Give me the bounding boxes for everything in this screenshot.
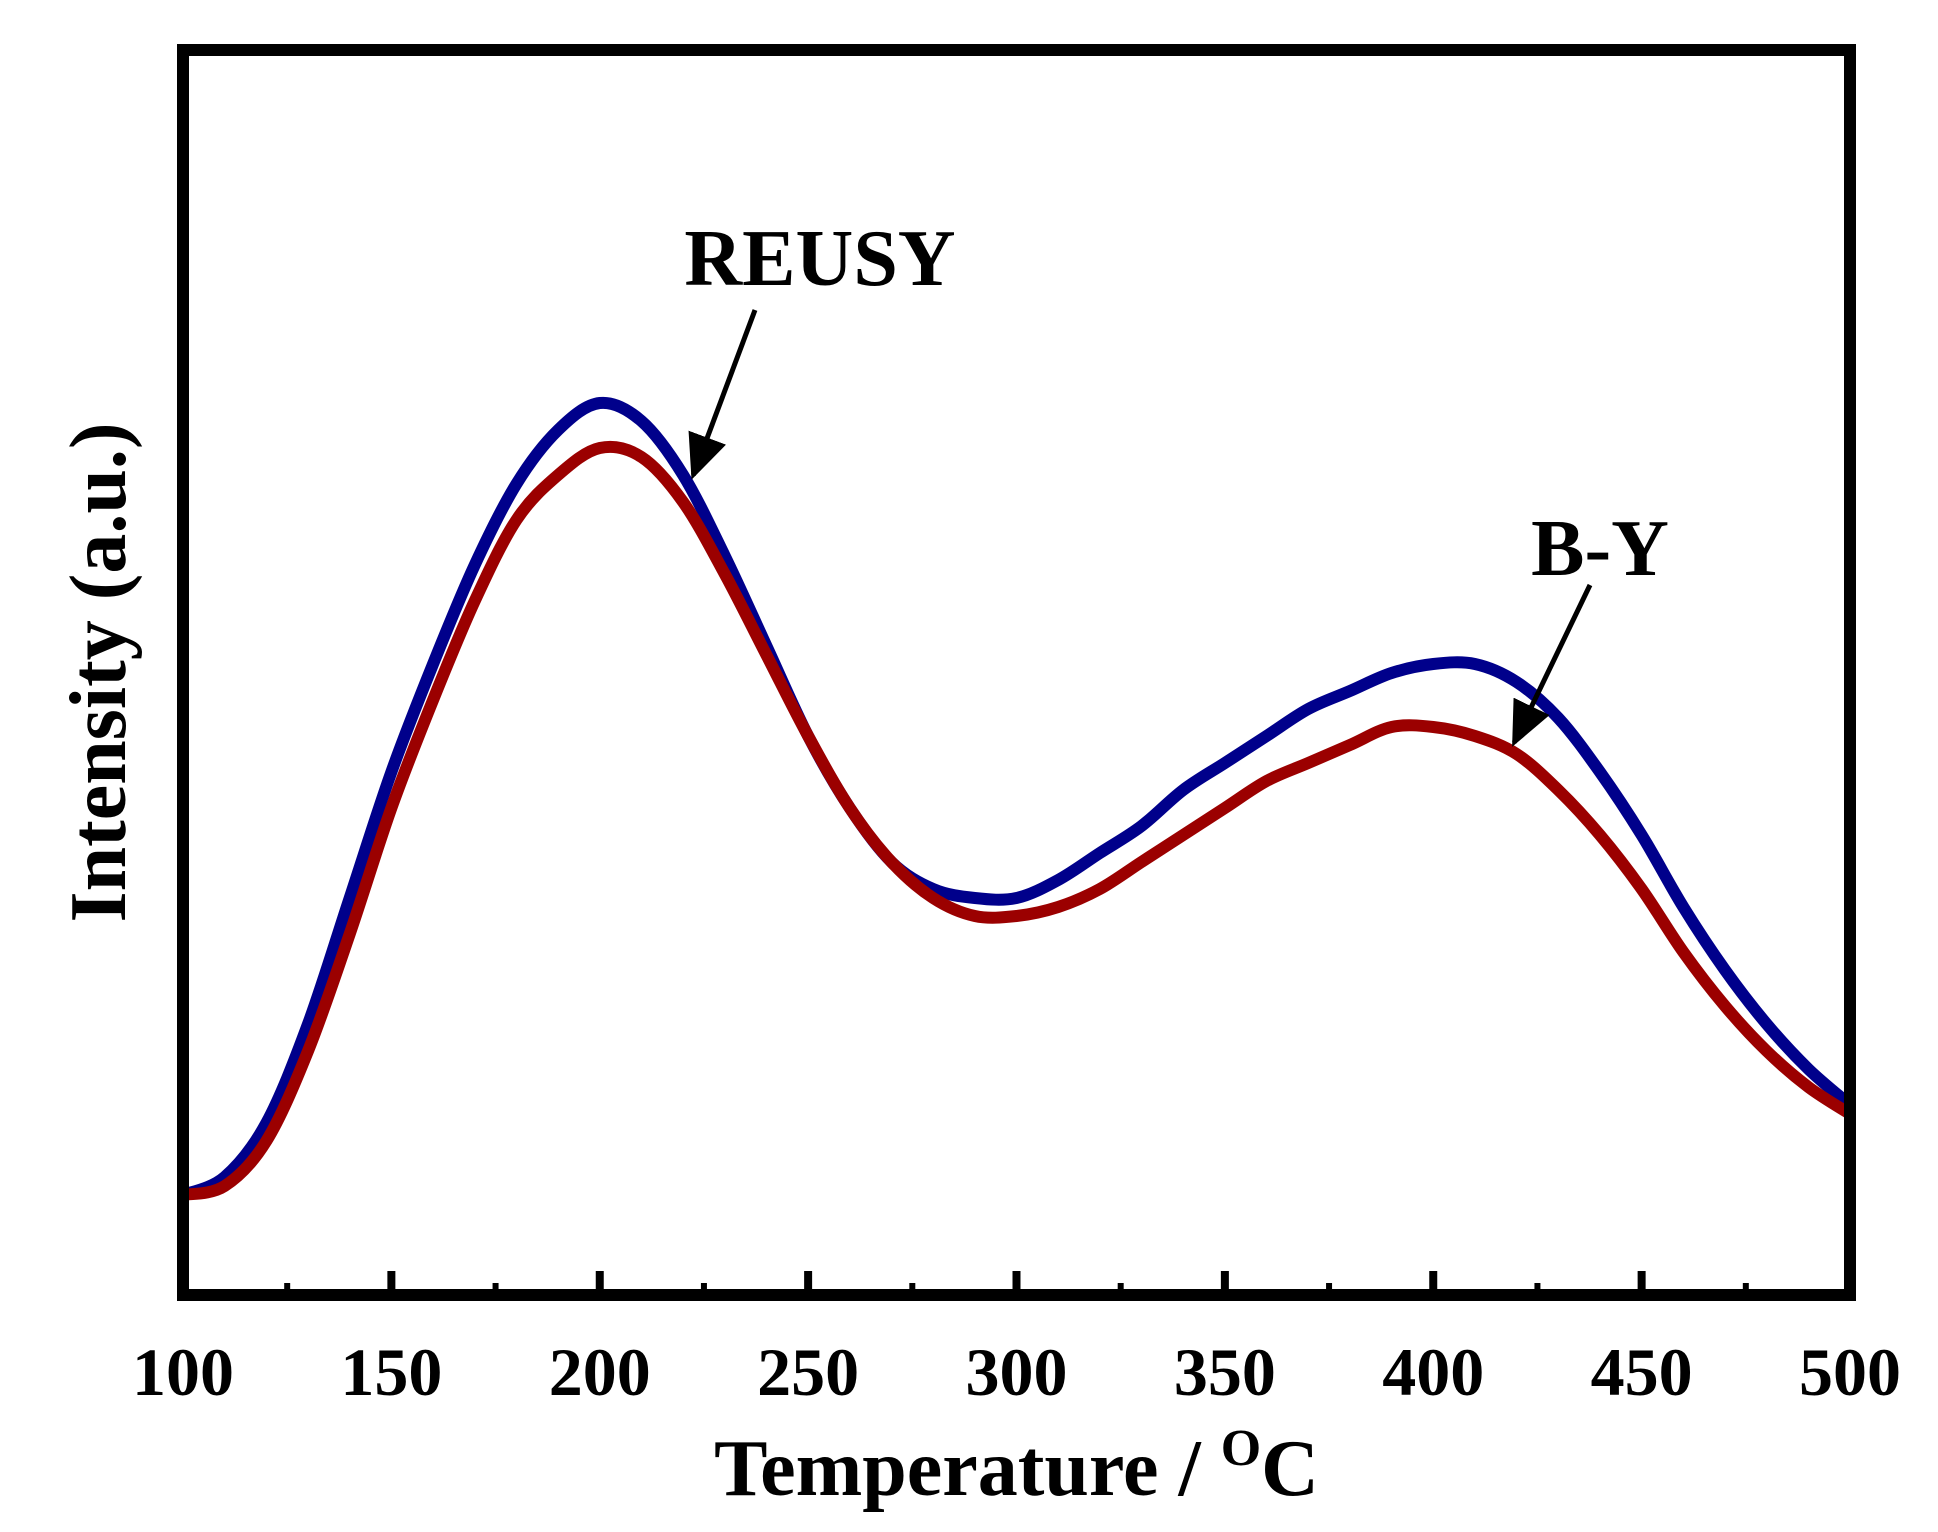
x-tick-label: 350 <box>1174 1334 1276 1410</box>
x-tick-label: 100 <box>132 1334 234 1410</box>
annotations: REUSY B-Y <box>684 215 1669 747</box>
x-tick-label: 200 <box>549 1334 651 1410</box>
x-axis-tick-labels: 100 150 200 250 300 350 400 450 500 <box>132 1334 1901 1410</box>
plot-frame <box>177 44 1856 1301</box>
x-axis-title: Temperature / OC <box>714 1420 1319 1513</box>
annotation-label-b-y: B-Y <box>1531 505 1669 593</box>
x-tick-label: 150 <box>340 1334 442 1410</box>
x-tick-label: 450 <box>1591 1334 1693 1410</box>
x-tick-label: 500 <box>1799 1334 1901 1410</box>
y-axis-title: Intensity (a.u.) <box>55 422 143 922</box>
x-tick-label: 300 <box>966 1334 1068 1410</box>
x-tick-label: 400 <box>1382 1334 1484 1410</box>
x-tick-label: 250 <box>757 1334 859 1410</box>
annotation-arrow-b-y <box>1512 583 1593 747</box>
series-line-reusy <box>177 396 1856 1201</box>
annotation-arrow-reusy <box>688 309 758 480</box>
series-line-b-y <box>177 440 1856 1201</box>
series-group <box>177 396 1856 1201</box>
annotation-label-reusy: REUSY <box>684 215 955 303</box>
